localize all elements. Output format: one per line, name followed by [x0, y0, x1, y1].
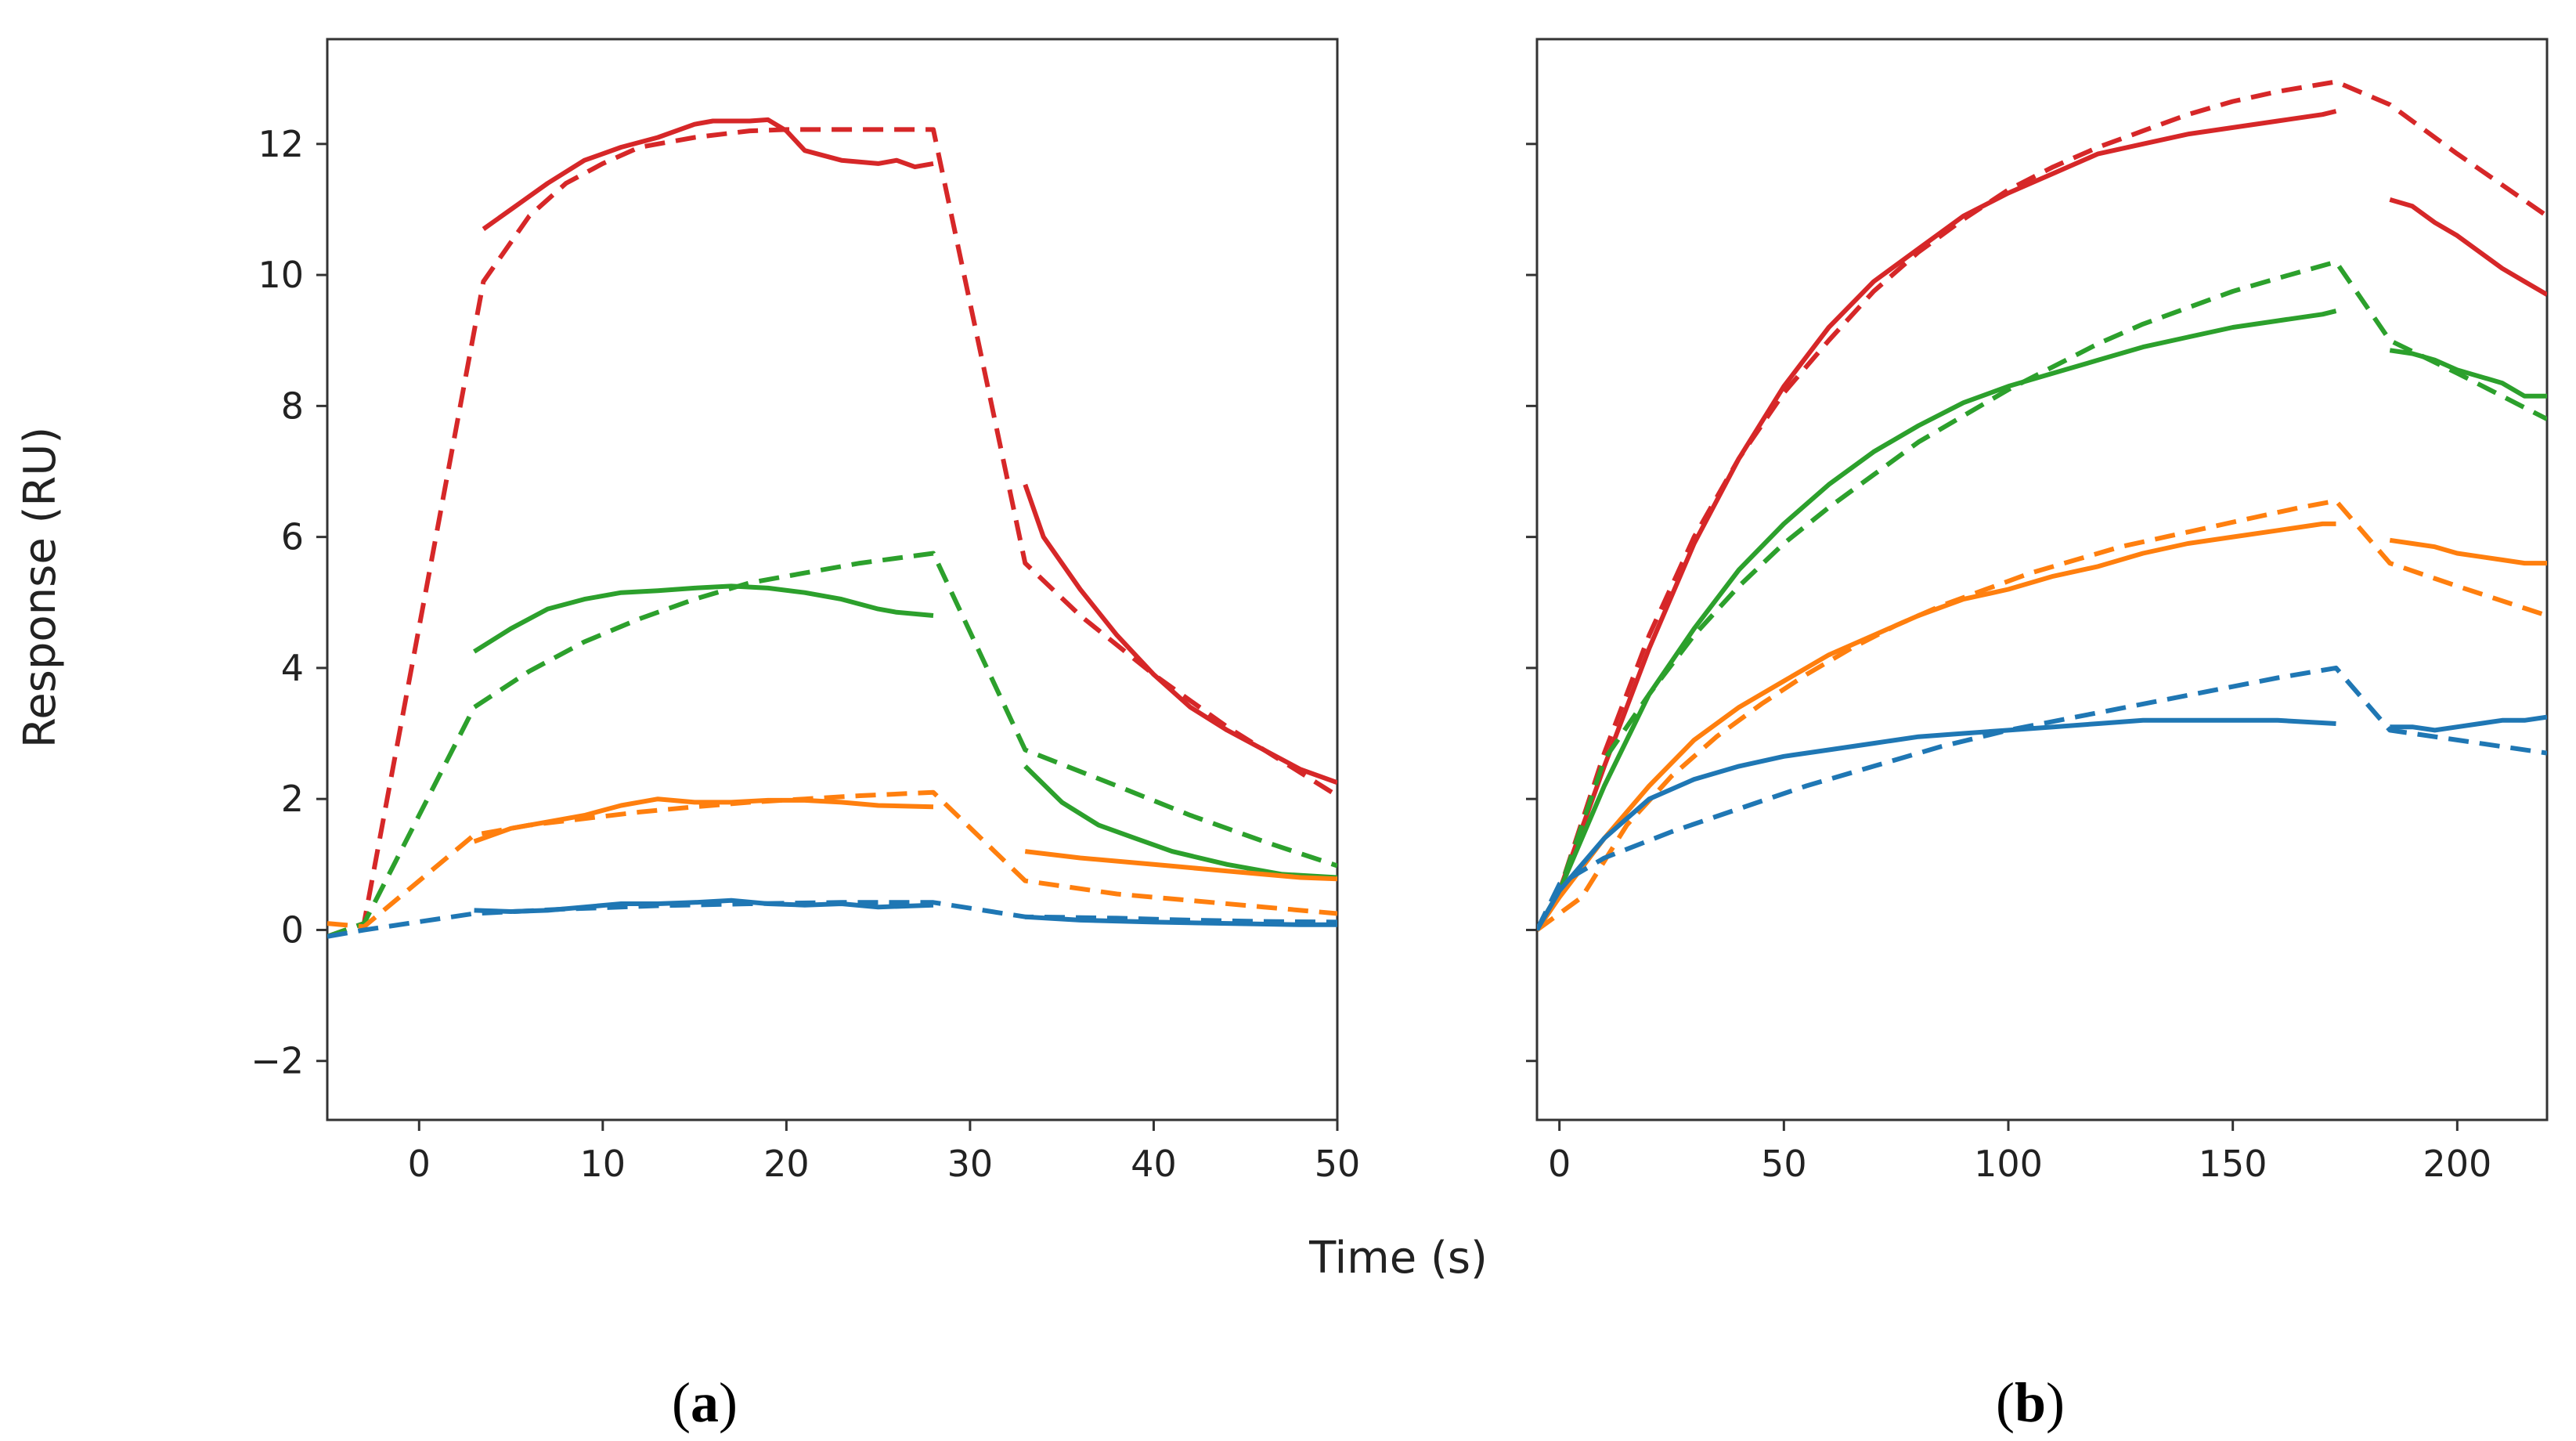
series-a-blue-measured-seg1: [1025, 914, 1337, 927]
series-b-orange-measured-seg0: [1537, 521, 2336, 932]
x-axis-label: Time (s): [1308, 1233, 1488, 1284]
y-tick-label-a-8: 8: [281, 385, 304, 427]
y-axis-label: Response (RU): [15, 427, 66, 748]
panel-label-b: (b): [1996, 1371, 2065, 1434]
y-tick-label-a-2: 2: [281, 778, 304, 820]
panel-b-chart: 0 50 100 150 200: [1526, 38, 2549, 1185]
series-b-red-measured-seg0: [1537, 109, 2337, 931]
y-tick-label-a-12: 12: [258, 123, 304, 165]
y-tick-label-a-6: 6: [281, 516, 304, 558]
series-b-red-fitted-seg0: [1537, 79, 2547, 931]
series-b-blue-fitted-seg0: [1537, 665, 2547, 931]
y-tick-label-a-10: 10: [258, 254, 304, 296]
y-tick-label-a-0: 0: [281, 908, 304, 951]
series-a-red-fitted-seg0: [327, 127, 1337, 939]
x-tick-label-a-0: 0: [408, 1143, 431, 1185]
series-b-red-measured-seg1: [2389, 197, 2547, 297]
x-tick-label-b-200: 200: [2423, 1143, 2491, 1185]
series-a-red-measured-seg1: [1023, 483, 1337, 786]
x-tick-label-b-150: 150: [2199, 1143, 2268, 1185]
series-a-green-measured-seg0: [473, 583, 934, 654]
y-tick-label-a-4: 4: [281, 647, 304, 689]
x-tick-label-b-50: 50: [1761, 1143, 1807, 1185]
panel-label-a: (a): [672, 1371, 738, 1434]
x-tick-label-b-0: 0: [1548, 1143, 1571, 1185]
series-b-blue-measured-seg1: [2390, 714, 2547, 733]
series-b-green-measured-seg1: [2389, 348, 2547, 399]
series-a-orange-fitted-seg0: [327, 789, 1337, 930]
x-tick-label-b-100: 100: [1974, 1143, 2043, 1185]
series-b-orange-measured-seg1: [2389, 537, 2547, 566]
x-tick-label-a-10: 10: [580, 1143, 626, 1185]
series-a-blue-fitted-seg0: [327, 900, 1337, 939]
plot-frame-a: [326, 38, 1339, 1121]
x-tick-label-a-30: 30: [947, 1143, 994, 1185]
y-tick-label-a--2: −2: [251, 1040, 304, 1082]
series-a-green-measured-seg1: [1023, 764, 1337, 880]
panel-label-b-letter: b: [2015, 1371, 2046, 1434]
x-tick-label-a-50: 50: [1315, 1143, 1361, 1185]
series-b-green-fitted-seg0: [1537, 259, 2547, 931]
panel-a-chart: 0 10 20 30 40 50 −2 0 2 4 6 8 10 12: [251, 38, 1361, 1185]
series-b-orange-fitted-seg0: [1537, 498, 2547, 932]
series-a-orange-measured-seg1: [1024, 849, 1337, 882]
series-b-green-measured-seg0: [1537, 309, 2337, 931]
plot-frame-b: [1535, 38, 2549, 1121]
series-b-blue-measured-seg0: [1537, 717, 2336, 931]
series-a-red-measured-seg0: [482, 117, 934, 231]
series-a-green-fitted-seg0: [327, 551, 1337, 939]
x-tick-label-a-40: 40: [1131, 1143, 1177, 1185]
panel-label-a-letter: a: [691, 1371, 719, 1434]
x-tick-label-a-20: 20: [763, 1143, 810, 1185]
